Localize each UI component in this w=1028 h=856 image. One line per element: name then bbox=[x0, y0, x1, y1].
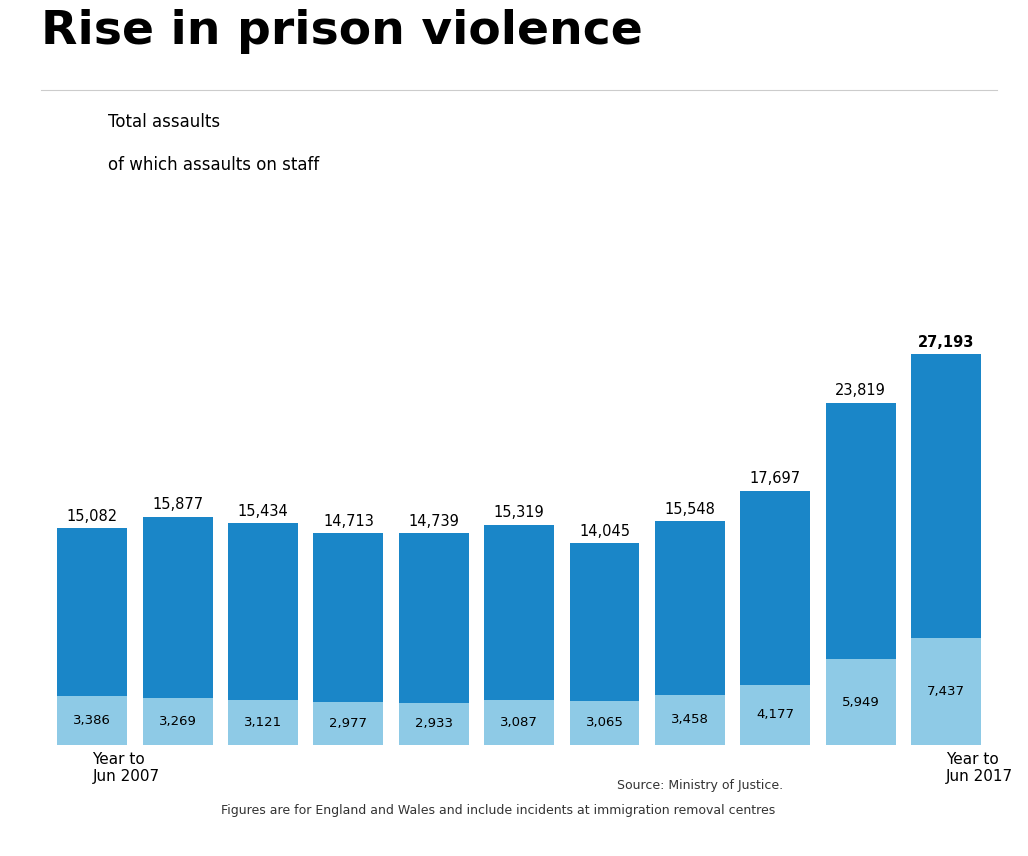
Text: 3,269: 3,269 bbox=[158, 715, 196, 728]
Bar bbox=[58, 528, 127, 696]
Text: 5,949: 5,949 bbox=[842, 696, 880, 709]
Bar bbox=[570, 543, 639, 701]
Text: 2,933: 2,933 bbox=[414, 717, 452, 730]
Text: 27,193: 27,193 bbox=[918, 335, 975, 350]
Text: of which assaults on staff: of which assaults on staff bbox=[108, 156, 319, 175]
Bar bbox=[484, 525, 554, 700]
Text: 15,082: 15,082 bbox=[67, 508, 118, 524]
Text: 7,437: 7,437 bbox=[927, 685, 965, 698]
Text: 3,087: 3,087 bbox=[501, 716, 538, 729]
Bar bbox=[143, 698, 213, 745]
Text: PA: PA bbox=[948, 805, 987, 834]
Bar bbox=[570, 701, 639, 745]
Text: 3,458: 3,458 bbox=[671, 713, 708, 727]
Bar bbox=[228, 700, 298, 745]
Text: 15,548: 15,548 bbox=[664, 502, 715, 517]
Bar bbox=[911, 354, 981, 638]
Bar bbox=[740, 490, 810, 685]
Text: Total assaults: Total assaults bbox=[108, 113, 220, 132]
Bar bbox=[911, 638, 981, 745]
Bar bbox=[143, 517, 213, 698]
Bar bbox=[314, 533, 383, 702]
Bar bbox=[655, 521, 725, 695]
Text: 14,045: 14,045 bbox=[579, 524, 630, 538]
Text: 14,739: 14,739 bbox=[408, 514, 460, 529]
Text: Figures are for England and Wales and include incidents at immigration removal c: Figures are for England and Wales and in… bbox=[221, 805, 775, 817]
Text: Rise in prison violence: Rise in prison violence bbox=[41, 9, 642, 54]
Text: 2,977: 2,977 bbox=[329, 716, 367, 730]
Text: 15,319: 15,319 bbox=[493, 505, 545, 520]
Text: 4,177: 4,177 bbox=[757, 708, 795, 722]
Text: 3,121: 3,121 bbox=[244, 716, 282, 728]
Bar bbox=[740, 685, 810, 745]
Text: 3,065: 3,065 bbox=[586, 716, 623, 729]
Text: 3,386: 3,386 bbox=[73, 714, 111, 727]
Bar bbox=[228, 523, 298, 700]
Bar bbox=[314, 702, 383, 745]
Text: Source: Ministry of Justice.: Source: Ministry of Justice. bbox=[617, 779, 783, 792]
Text: 15,434: 15,434 bbox=[237, 504, 289, 519]
Text: 15,877: 15,877 bbox=[152, 497, 204, 513]
Bar bbox=[825, 659, 895, 745]
Bar bbox=[825, 402, 895, 659]
Bar bbox=[399, 533, 469, 703]
Text: 23,819: 23,819 bbox=[835, 383, 886, 398]
Text: 17,697: 17,697 bbox=[749, 472, 801, 486]
Text: 14,713: 14,713 bbox=[323, 514, 374, 529]
Bar bbox=[484, 700, 554, 745]
Bar bbox=[399, 703, 469, 745]
Bar bbox=[655, 695, 725, 745]
Bar bbox=[58, 696, 127, 745]
